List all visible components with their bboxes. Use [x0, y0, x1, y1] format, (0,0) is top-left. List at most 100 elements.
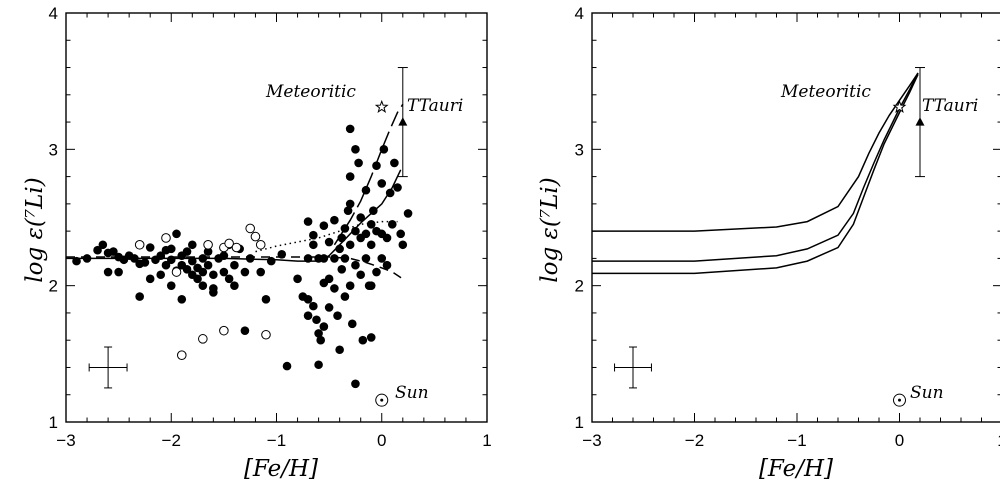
- left-panel: −3 −2 −1 0 1 1 2 3 4 [Fe/H] log ε(⁷Li) Meteoriti…: [22, 4, 492, 482]
- left-star-filled-point: [303, 217, 313, 226]
- right-model-curve-0: [592, 72, 919, 232]
- right-x-tick-label: −2: [685, 431, 704, 450]
- left-star-filled-point: [72, 256, 81, 266]
- left-star-filled-point: [309, 230, 318, 240]
- left-star-filled-point: [361, 254, 371, 263]
- right-y-axis-title: log ε(⁷Li): [537, 177, 563, 282]
- right-panel: −3 −2 −1 0 1 1 2 3 4 [Fe/H] log ε(⁷Li) Meteoriti…: [537, 4, 1000, 482]
- left-star-filled-point: [140, 258, 150, 267]
- left-star-filled-point: [324, 303, 334, 312]
- right-y-tick-label: 1: [575, 413, 584, 432]
- left-star-filled-point: [309, 240, 318, 250]
- left-star-filled-point: [330, 254, 339, 263]
- left-star-filled-point: [114, 267, 123, 277]
- left-star-filled-point: [316, 335, 326, 345]
- right-ttauri-label: TTauri: [922, 96, 978, 116]
- left-star-filled-point: [245, 254, 255, 263]
- left-star-filled-point: [382, 233, 392, 243]
- left-star-filled-point: [314, 360, 323, 370]
- left-y-tick-label: 1: [49, 413, 58, 432]
- left-star-open-point: [171, 267, 182, 277]
- left-star-filled-point: [366, 240, 376, 250]
- left-star-open-point: [250, 231, 261, 242]
- left-star-filled-point: [182, 247, 192, 256]
- right-x-tick-label: 1: [997, 431, 1000, 450]
- left-star-filled-point: [188, 240, 197, 250]
- left-sun-symbol-dot: [380, 398, 384, 402]
- left-star-filled-point: [345, 172, 355, 181]
- left-star-filled-point: [203, 247, 213, 256]
- left-star-filled-point: [382, 260, 392, 270]
- left-y-tick-label: 2: [49, 277, 58, 296]
- left-star-filled-point: [277, 250, 287, 259]
- left-star-filled-point: [372, 161, 381, 170]
- left-star-filled-point: [109, 247, 118, 256]
- left-star-filled-point: [340, 224, 350, 233]
- left-star-filled-point: [82, 254, 92, 263]
- left-star-open-point: [224, 238, 234, 249]
- left-star-filled-point: [393, 183, 402, 192]
- left-star-filled-point: [324, 237, 334, 247]
- left-star-filled-point: [345, 124, 355, 134]
- left-star-open-point: [261, 329, 271, 340]
- left-star-filled-point: [337, 233, 347, 243]
- right-sun-symbol-dot: [898, 398, 901, 402]
- right-y-tick-label: 4: [575, 4, 584, 23]
- left-star-filled-point: [366, 281, 376, 290]
- left-star-filled-point: [387, 220, 397, 229]
- left-star-filled-point: [403, 209, 413, 218]
- left-star-filled-point: [261, 295, 271, 304]
- left-star-filled-point: [335, 345, 344, 355]
- left-star-filled-point: [209, 270, 218, 280]
- left-star-filled-point: [130, 254, 139, 263]
- left-star-filled-point: [203, 260, 213, 270]
- left-star-filled-point: [219, 267, 229, 277]
- left-star-open-point: [219, 325, 229, 336]
- left-star-filled-point: [361, 185, 371, 195]
- right-plot-frame: [591, 12, 1000, 423]
- left-star-filled-point: [333, 311, 342, 320]
- left-star-filled-point: [198, 267, 208, 277]
- left-y-tick-label: 4: [49, 4, 58, 23]
- left-meteoritic-star-marker: [374, 99, 389, 113]
- left-star-filled-point: [303, 311, 313, 320]
- left-star-filled-point: [398, 240, 408, 250]
- left-star-filled-point: [345, 281, 355, 290]
- right-meteoritic-label: Meteoritic: [780, 82, 871, 102]
- left-star-filled-point: [219, 251, 229, 260]
- left-star-open-point: [231, 242, 242, 253]
- left-y-tick-label: 3: [49, 140, 58, 159]
- left-ttauri-triangle-marker: [398, 117, 408, 126]
- left-star-open-point: [245, 223, 255, 234]
- left-star-filled-point: [256, 267, 266, 277]
- left-star-filled-point: [209, 288, 218, 297]
- left-star-filled-point: [358, 335, 368, 345]
- left-star-filled-point: [161, 260, 171, 270]
- left-star-filled-point: [188, 256, 197, 266]
- left-star-filled-point: [345, 240, 355, 250]
- left-star-filled-point: [98, 240, 108, 250]
- left-star-filled-point: [309, 301, 318, 311]
- left-star-filled-point: [372, 267, 381, 277]
- left-star-filled-point: [166, 244, 176, 254]
- right-x-tick-label: 0: [895, 431, 904, 450]
- right-x-axis-title: [Fe/H]: [759, 456, 833, 482]
- left-star-filled-point: [103, 267, 113, 277]
- left-star-filled-point: [377, 179, 387, 188]
- left-star-filled-point: [312, 315, 321, 325]
- left-star-open-point: [203, 239, 213, 250]
- left-star-filled-point: [337, 265, 347, 274]
- right-meteoritic-star-marker: [892, 99, 907, 113]
- left-star-filled-point: [390, 158, 399, 168]
- left-star-filled-point: [93, 245, 102, 255]
- left-star-filled-point: [351, 226, 360, 236]
- left-meteoritic-label: Meteoritic: [265, 82, 356, 102]
- left-model-curve-3: [255, 220, 398, 253]
- left-star-filled-point: [351, 145, 360, 154]
- right-ttauri-triangle-marker: [915, 117, 925, 126]
- left-star-filled-point: [343, 206, 353, 215]
- left-star-filled-point: [172, 229, 181, 239]
- left-x-tick-label: 1: [482, 431, 491, 450]
- left-star-filled-point: [145, 274, 155, 284]
- left-star-filled-point: [266, 256, 276, 266]
